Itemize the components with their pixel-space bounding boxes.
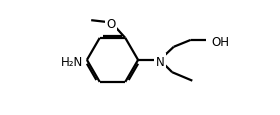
Text: H₂N: H₂N (61, 55, 83, 68)
Text: N: N (155, 55, 164, 68)
Text: OH: OH (211, 36, 229, 48)
Text: O: O (107, 18, 116, 31)
